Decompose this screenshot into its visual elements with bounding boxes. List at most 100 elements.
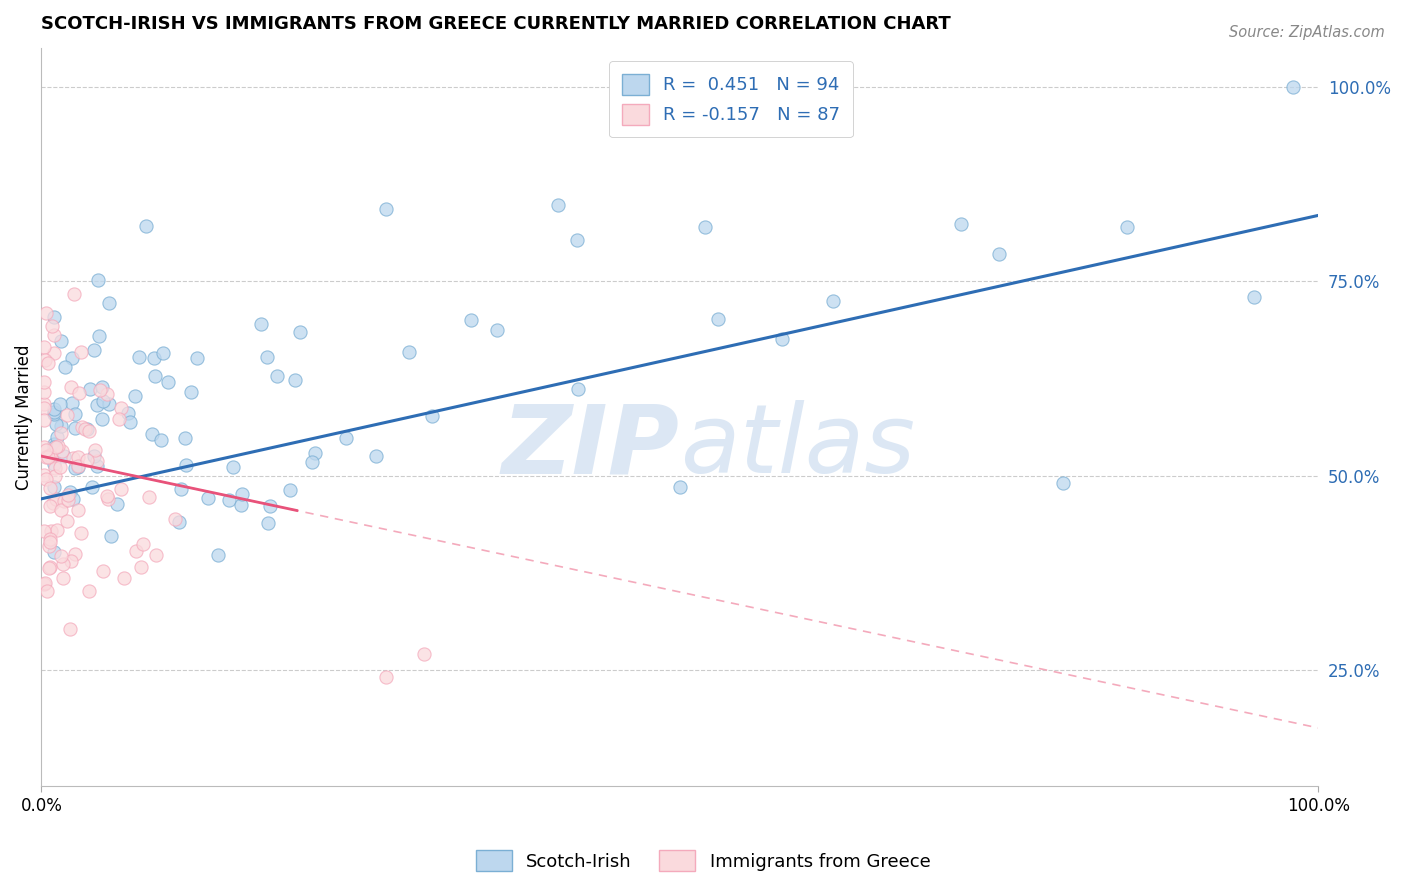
Point <box>63 460 86 475</box>
Point <box>231 487 253 501</box>
Point <box>49 549 72 563</box>
Point <box>67 386 90 401</box>
Point <box>1115 220 1137 235</box>
Point <box>257 516 280 530</box>
Point <box>485 323 508 337</box>
Point <box>46 430 69 444</box>
Point <box>70 526 93 541</box>
Point <box>38 539 60 553</box>
Point <box>49 503 72 517</box>
Point <box>165 512 187 526</box>
Point <box>124 389 146 403</box>
Point <box>420 409 443 423</box>
Point <box>44 417 66 431</box>
Point <box>51 419 73 434</box>
Point <box>37 356 59 370</box>
Point <box>44 468 66 483</box>
Point <box>186 351 208 365</box>
Point <box>413 647 436 661</box>
Point <box>34 353 56 368</box>
Point <box>63 286 86 301</box>
Point <box>32 375 55 389</box>
Point <box>669 479 692 493</box>
Point <box>77 425 100 439</box>
Point <box>41 496 63 510</box>
Point <box>821 293 844 308</box>
Point <box>150 433 173 447</box>
Point <box>266 369 288 384</box>
Point <box>988 246 1011 260</box>
Point <box>60 351 83 365</box>
Point <box>48 460 70 475</box>
Point <box>97 492 120 507</box>
Point <box>110 401 132 415</box>
Point <box>53 359 76 374</box>
Point <box>132 537 155 551</box>
Point <box>45 523 67 537</box>
Point <box>117 405 139 419</box>
Point <box>96 387 118 401</box>
Point <box>53 449 76 463</box>
Text: atlas: atlas <box>681 401 915 493</box>
Point <box>38 561 60 575</box>
Point <box>52 557 75 571</box>
Point <box>197 491 219 505</box>
Point <box>256 351 278 365</box>
Point <box>128 350 150 364</box>
Point <box>49 397 72 411</box>
Point <box>249 317 271 331</box>
Point <box>42 310 65 324</box>
Point <box>32 576 55 591</box>
Point <box>93 564 115 578</box>
Point <box>32 384 55 399</box>
Point <box>114 571 136 585</box>
Point <box>120 415 142 429</box>
Point <box>59 484 82 499</box>
Point <box>52 571 75 585</box>
Point <box>79 382 101 396</box>
Point <box>949 217 972 231</box>
Point <box>695 219 717 234</box>
Point <box>141 427 163 442</box>
Point <box>100 529 122 543</box>
Point <box>42 458 65 472</box>
Point <box>49 426 72 441</box>
Point <box>38 481 60 495</box>
Point <box>364 450 387 464</box>
Point <box>39 560 62 574</box>
Point <box>39 534 62 549</box>
Point <box>37 450 59 465</box>
Point <box>96 489 118 503</box>
Point <box>152 346 174 360</box>
Point <box>86 398 108 412</box>
Point <box>66 460 89 475</box>
Point <box>145 549 167 563</box>
Point <box>156 375 179 389</box>
Point <box>80 480 103 494</box>
Point <box>129 560 152 574</box>
Point <box>707 312 730 326</box>
Point <box>565 233 588 247</box>
Text: SCOTCH-IRISH VS IMMIGRANTS FROM GREECE CURRENTLY MARRIED CORRELATION CHART: SCOTCH-IRISH VS IMMIGRANTS FROM GREECE C… <box>41 15 950 33</box>
Point <box>301 455 323 469</box>
Point <box>87 273 110 287</box>
Point <box>87 329 110 343</box>
Point <box>70 420 93 434</box>
Point <box>55 514 77 528</box>
Point <box>176 458 198 473</box>
Point <box>207 548 229 562</box>
Point <box>44 461 66 475</box>
Point <box>142 351 165 365</box>
Point <box>45 491 67 506</box>
Point <box>375 202 398 216</box>
Point <box>86 453 108 467</box>
Point <box>1281 80 1303 95</box>
Point <box>89 383 111 397</box>
Point <box>56 408 79 422</box>
Point <box>143 368 166 383</box>
Point <box>70 345 93 359</box>
Point <box>32 413 55 427</box>
Point <box>173 431 195 445</box>
Point <box>60 380 83 394</box>
Point <box>39 448 62 462</box>
